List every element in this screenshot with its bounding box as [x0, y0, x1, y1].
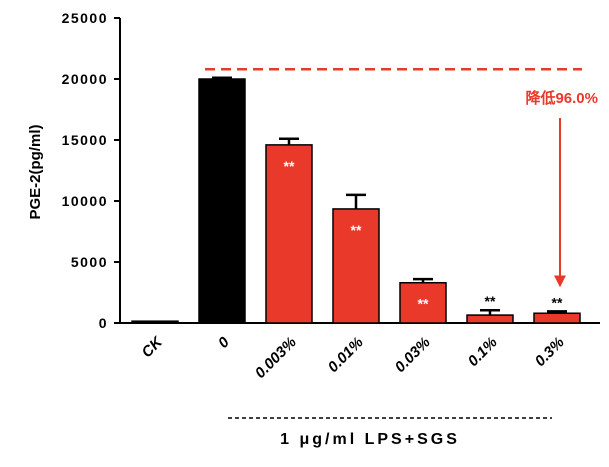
x-tick-label: 0	[215, 333, 233, 351]
bar	[466, 314, 514, 324]
bar	[198, 78, 246, 324]
x-tick-label: 0.3%	[532, 334, 568, 370]
y-tick-label: 5000	[71, 254, 108, 270]
x-tick-label: 0.01%	[325, 334, 367, 376]
bar	[399, 281, 447, 324]
error-bar	[279, 137, 299, 145]
y-tick-label: 10000	[62, 193, 108, 209]
error-bar	[413, 277, 433, 283]
bar	[533, 312, 581, 324]
error-bar	[212, 76, 232, 80]
error-bar	[547, 310, 567, 314]
value-label: **	[418, 296, 429, 312]
value-label: **	[351, 222, 362, 238]
error-bar	[480, 308, 500, 316]
y-tick-label: 25000	[62, 10, 108, 26]
x-tick-label: 0.003%	[252, 334, 300, 382]
x-tick-label: 0.03%	[392, 334, 434, 376]
bar	[131, 320, 179, 324]
value-label: **	[284, 158, 295, 174]
x-tick-label: 0.1%	[465, 334, 501, 370]
x-tick-label: CK	[138, 333, 166, 361]
y-tick-label: 0	[99, 315, 108, 331]
bar	[332, 208, 380, 324]
y-axis-label: PGE-2(pg/ml)	[27, 124, 44, 219]
value-label: **	[552, 294, 563, 310]
y-tick-label: 15000	[62, 132, 108, 148]
y-tick-label: 20000	[62, 71, 108, 87]
annotation: 降低96.0%	[525, 89, 598, 107]
value-label: **	[485, 293, 496, 309]
group-label: 1 μg/ml LPS+SGS	[280, 431, 460, 448]
error-bar	[346, 193, 366, 209]
